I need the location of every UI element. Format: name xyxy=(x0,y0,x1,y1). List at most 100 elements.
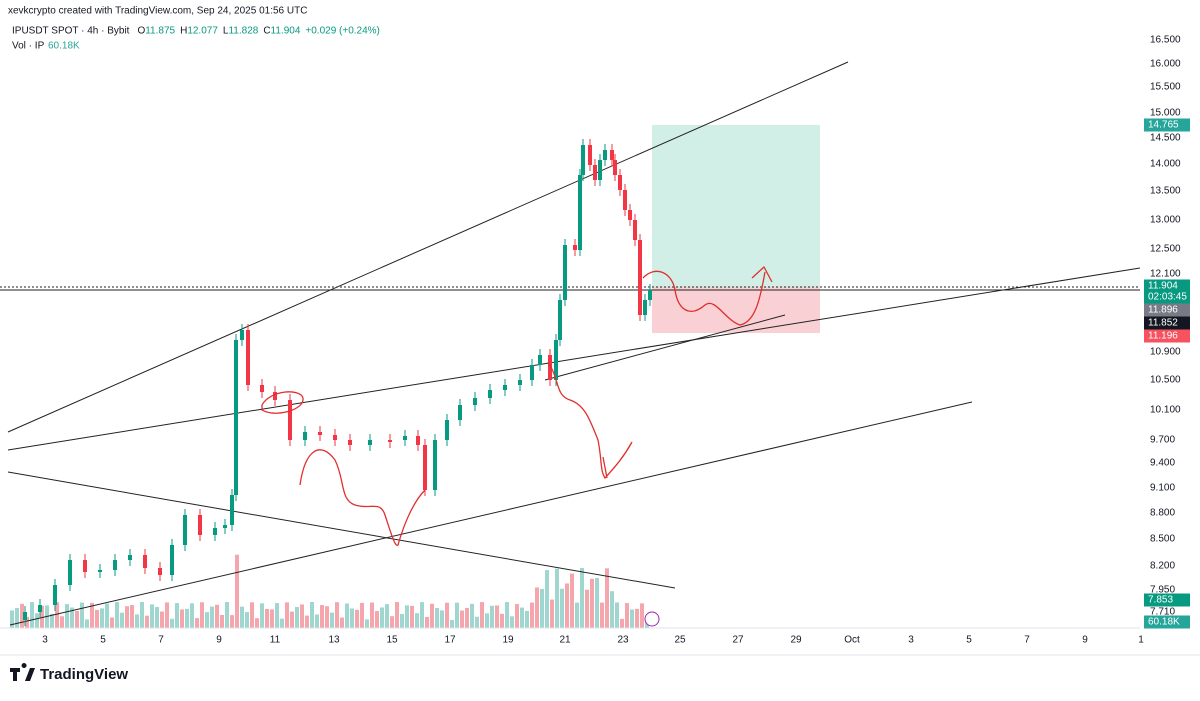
ohlc-key: C xyxy=(263,26,270,37)
candle xyxy=(445,420,449,440)
volume-bar xyxy=(195,618,199,628)
volume-bar xyxy=(60,616,64,628)
volume-bar xyxy=(130,605,134,628)
price-label: 16.500 xyxy=(1150,35,1181,46)
volume-bar xyxy=(310,602,314,628)
volume-bar xyxy=(560,588,564,628)
volume-bar xyxy=(535,587,539,628)
volume-bar xyxy=(335,602,339,628)
volume-bar xyxy=(290,611,294,628)
volume-bar xyxy=(110,617,114,628)
volume-bar xyxy=(545,570,549,628)
annotations xyxy=(261,265,773,546)
volume-bar xyxy=(205,612,209,628)
volume-bar xyxy=(610,591,614,628)
volume-bar xyxy=(215,604,219,628)
volume-bar xyxy=(155,607,159,628)
volume-bar xyxy=(430,603,434,628)
volume-bar xyxy=(295,607,299,628)
volume-bar xyxy=(120,612,124,628)
price-label: 15.500 xyxy=(1150,82,1181,93)
candle xyxy=(240,330,244,340)
candle xyxy=(613,160,617,175)
candle xyxy=(303,432,307,440)
time-label: 29 xyxy=(790,635,802,646)
credit: xevkcrypto created with TradingView.com,… xyxy=(8,6,307,17)
candle xyxy=(648,290,652,300)
event-icon[interactable] xyxy=(644,611,660,627)
time-label: 27 xyxy=(732,635,744,646)
volume-bar xyxy=(225,602,229,628)
price-label: 7.950 xyxy=(1150,585,1175,596)
badge xyxy=(1144,118,1190,132)
ohlc-value: 11.828 xyxy=(228,26,258,37)
volume-bar xyxy=(85,619,89,628)
price-label: 10.100 xyxy=(1150,405,1181,416)
volume-bar xyxy=(190,603,194,628)
candle xyxy=(563,245,567,300)
path-drawing xyxy=(547,361,633,480)
volume-bar xyxy=(395,602,399,628)
candle xyxy=(198,515,202,535)
volume-bar xyxy=(275,603,279,628)
volume-bar xyxy=(585,589,589,628)
profit-zone xyxy=(652,125,820,287)
volume-bar xyxy=(640,603,644,628)
volume-bars xyxy=(10,554,649,628)
price-label: 8.800 xyxy=(1150,508,1175,519)
volume-bar xyxy=(305,615,309,628)
volume-bar xyxy=(240,606,244,628)
candle xyxy=(578,175,582,250)
volume-bar xyxy=(565,583,569,628)
candle xyxy=(318,432,322,435)
price-label: 15.000 xyxy=(1150,108,1181,119)
ohlc-key: H xyxy=(180,26,187,37)
volume-bar xyxy=(625,603,629,628)
volume-bar xyxy=(530,602,534,628)
price-label: 16.000 xyxy=(1150,59,1181,70)
candle xyxy=(38,605,42,612)
candle xyxy=(530,365,534,380)
trend-lines xyxy=(0,61,1141,626)
volume-bar xyxy=(280,618,284,628)
time-label: 23 xyxy=(617,635,629,646)
volume-bar xyxy=(405,605,409,628)
path-drawing xyxy=(299,449,426,546)
candle xyxy=(558,300,562,340)
time-axis: 3 5 7 9 11 13 15 17 19 21 23 25 27 29 Oct 3 5 7 9 1 xyxy=(42,635,1144,646)
candle xyxy=(128,555,132,560)
candle xyxy=(158,568,162,575)
candle xyxy=(223,525,227,528)
volume-bar xyxy=(325,606,329,628)
volume-bar xyxy=(555,568,559,628)
volume-bar xyxy=(455,602,459,628)
time-label: 1 xyxy=(1138,635,1144,646)
time-label: 13 xyxy=(328,635,340,646)
time-label: 15 xyxy=(386,635,398,646)
candle xyxy=(183,515,187,545)
volume-bar xyxy=(15,607,19,628)
candle xyxy=(458,405,462,420)
volume-bar xyxy=(630,609,634,628)
candle xyxy=(643,300,647,315)
candle xyxy=(246,330,250,385)
candle xyxy=(348,440,352,445)
badge xyxy=(1144,316,1190,330)
time-label: 5 xyxy=(100,635,106,646)
candle xyxy=(598,160,602,180)
trend-line xyxy=(7,471,676,589)
candle xyxy=(403,436,407,440)
volume-bar xyxy=(160,611,164,628)
time-label: 9 xyxy=(216,635,222,646)
candle xyxy=(260,385,264,392)
candle xyxy=(473,398,477,405)
price-label: 10.500 xyxy=(1150,375,1181,386)
volume-bar xyxy=(440,610,444,628)
volume-bar xyxy=(200,602,204,628)
loss-zone xyxy=(652,287,820,333)
volume-bar xyxy=(70,607,74,628)
volume-bar xyxy=(375,611,379,628)
time-label: 25 xyxy=(674,635,686,646)
